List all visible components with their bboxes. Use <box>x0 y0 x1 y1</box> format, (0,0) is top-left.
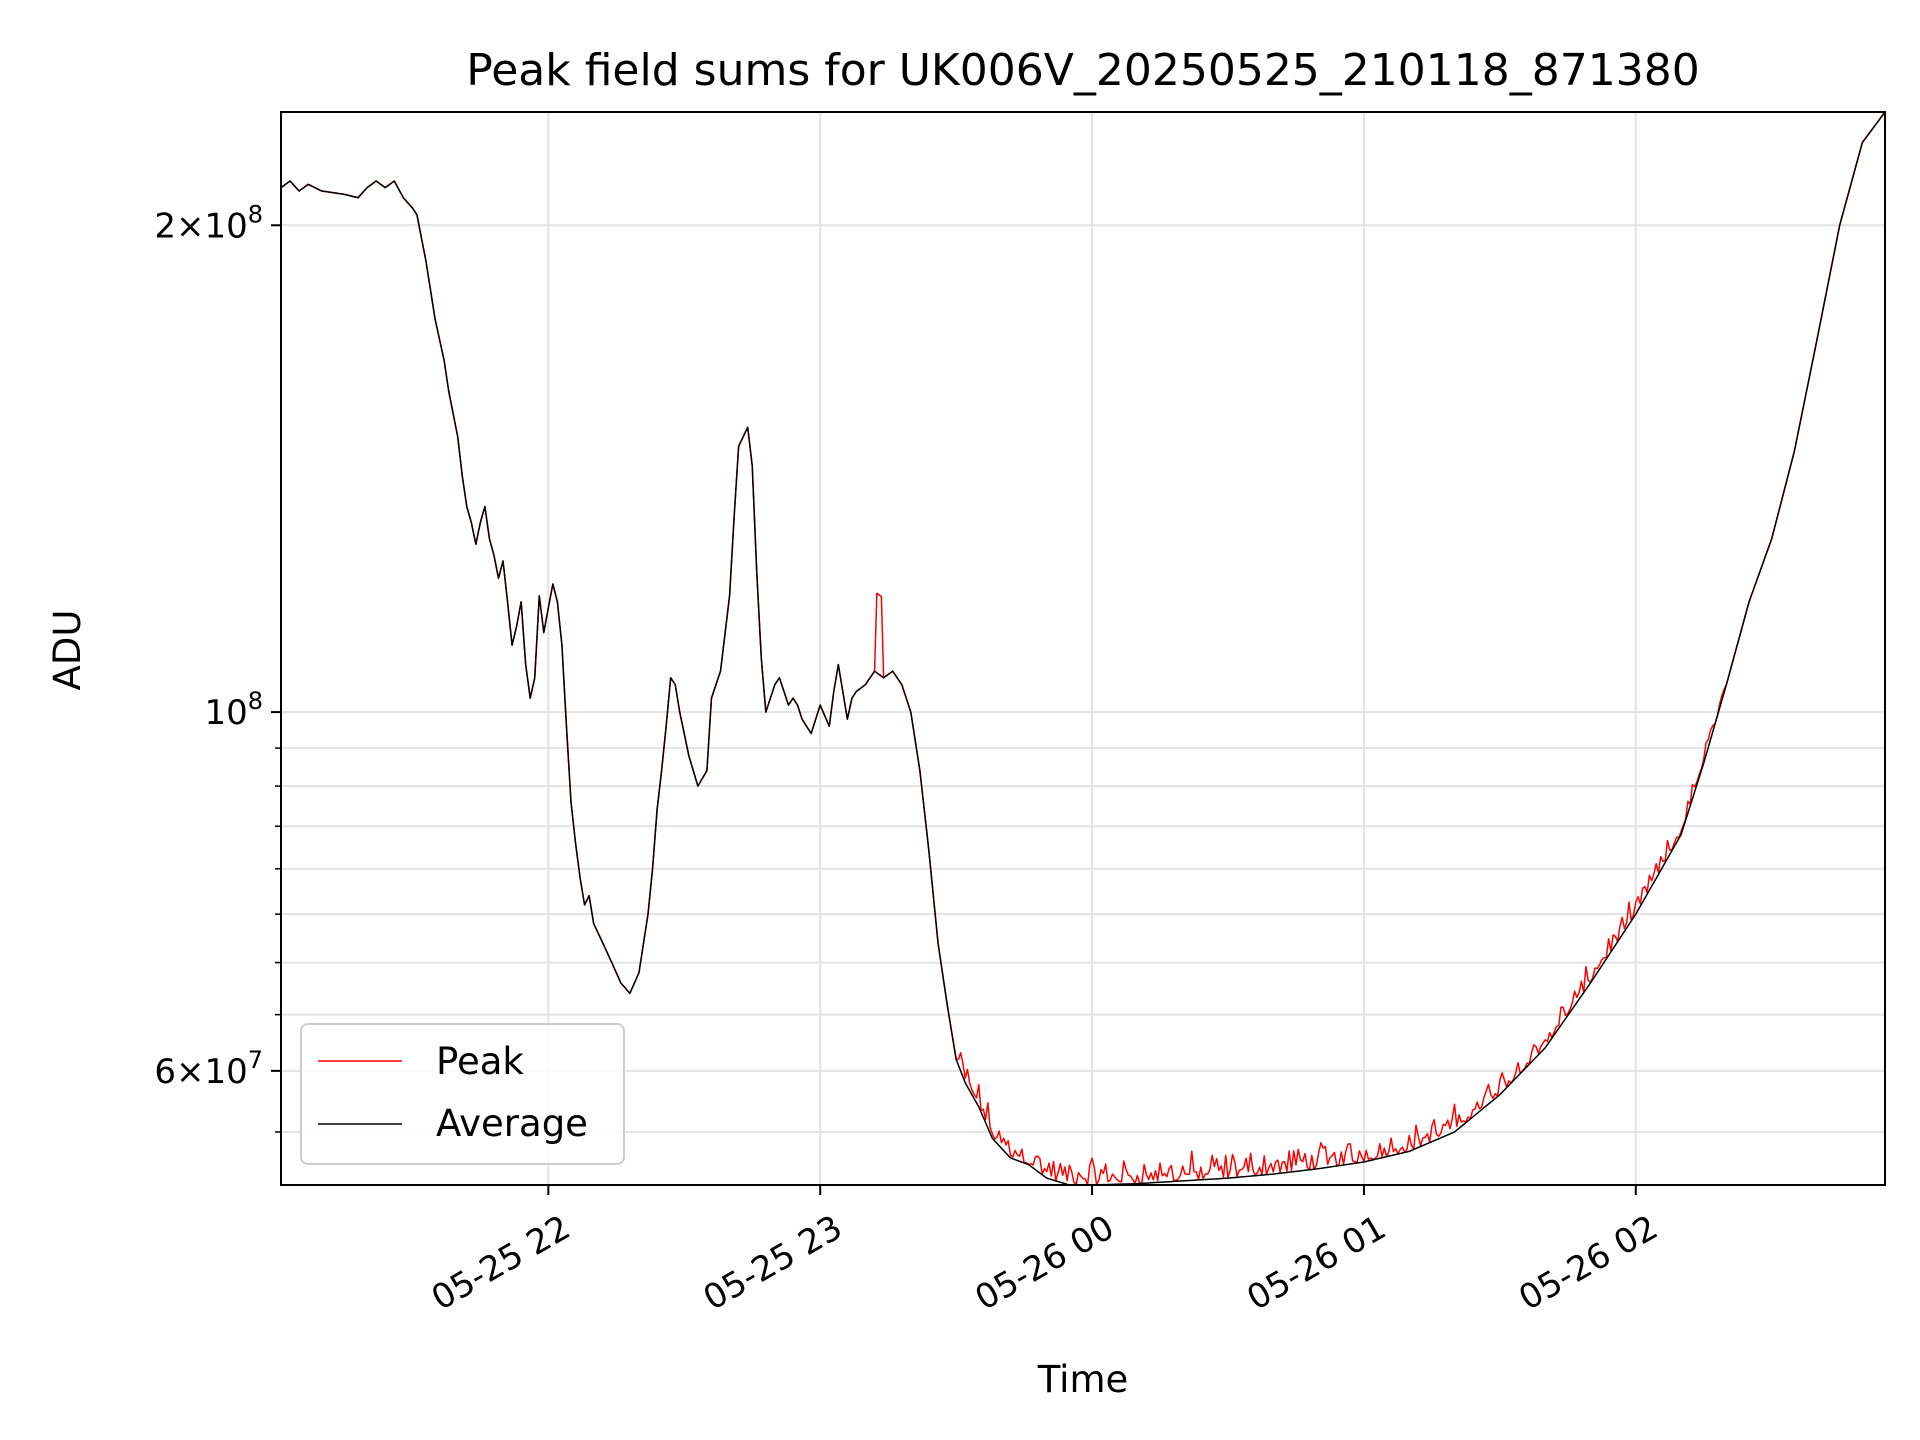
legend-box <box>300 1023 625 1165</box>
chart-title: Peak field sums for UK006V_20250525_2101… <box>466 45 1699 96</box>
y-tick-label: 2×108 <box>154 200 263 246</box>
y-axis: 6×107 108 2×108 <box>154 200 281 1133</box>
legend-label-peak: Peak <box>436 1040 524 1083</box>
plot-lines <box>281 112 1885 1185</box>
legend: Peak Average <box>300 1023 625 1165</box>
series-line-average <box>281 112 1885 1185</box>
legend-label-average: Average <box>436 1102 588 1145</box>
plot-frame <box>280 111 1886 1186</box>
y-axis-label: ADU <box>46 610 89 691</box>
x-axis-label: Time <box>1037 1358 1129 1401</box>
y-tick-label: 6×107 <box>154 1046 263 1092</box>
y-tick-label: 108 <box>204 687 263 733</box>
